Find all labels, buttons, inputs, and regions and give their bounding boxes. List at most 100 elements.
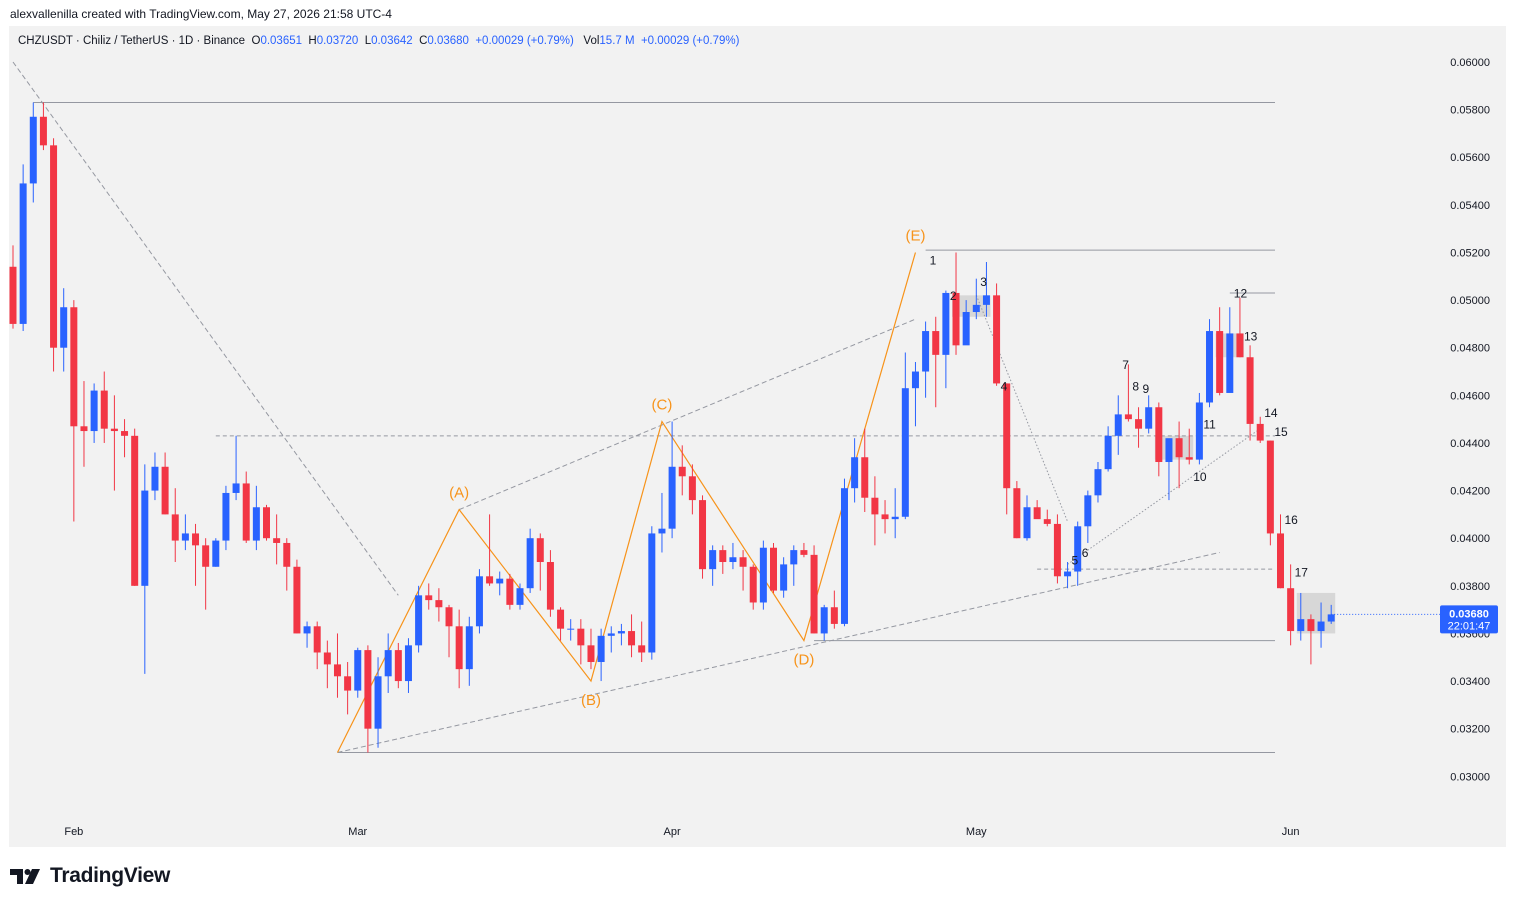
candle-body[interactable] xyxy=(29,116,37,184)
wave-label[interactable]: (D) xyxy=(794,652,815,669)
wave-label[interactable]: (C) xyxy=(652,397,673,414)
candle-body[interactable] xyxy=(942,292,950,355)
candle-body[interactable] xyxy=(486,576,494,584)
candle-body[interactable] xyxy=(80,426,88,432)
candle-body[interactable] xyxy=(668,466,676,529)
count-label[interactable]: 15 xyxy=(1274,425,1288,439)
count-label[interactable]: 2 xyxy=(950,289,957,303)
candle-body[interactable] xyxy=(19,183,27,324)
candle-body[interactable] xyxy=(567,628,575,630)
candle-body[interactable] xyxy=(851,457,859,489)
candle-body[interactable] xyxy=(1084,495,1092,527)
candle-body[interactable] xyxy=(232,483,240,493)
candle-body[interactable] xyxy=(800,550,808,555)
candle-body[interactable] xyxy=(962,312,970,346)
candle-body[interactable] xyxy=(1145,407,1153,429)
candle-body[interactable] xyxy=(1043,519,1051,524)
candle-body[interactable] xyxy=(141,490,149,586)
candle-body[interactable] xyxy=(770,547,777,591)
symbol-title[interactable]: CHZUSDT · Chiliz / TetherUS · 1D · Binan… xyxy=(18,35,246,47)
candle-body[interactable] xyxy=(121,431,129,436)
candle-body[interactable] xyxy=(607,633,615,636)
candle-body[interactable] xyxy=(709,550,717,570)
candle-body[interactable] xyxy=(871,497,879,515)
count-label[interactable]: 1 xyxy=(930,253,937,267)
candle-body[interactable] xyxy=(790,550,798,565)
candle-body[interactable] xyxy=(212,540,220,567)
candle-body[interactable] xyxy=(323,652,331,665)
candle-body[interactable] xyxy=(688,476,696,501)
candle-body[interactable] xyxy=(587,645,595,663)
candle-body[interactable] xyxy=(617,631,625,634)
candle-body[interactable] xyxy=(901,388,909,517)
candle-body[interactable] xyxy=(475,576,483,627)
candle-body[interactable] xyxy=(465,626,473,670)
last-price-tag[interactable] xyxy=(1440,605,1498,634)
candle-body[interactable] xyxy=(192,533,200,546)
candle-body[interactable] xyxy=(516,588,524,605)
count-label[interactable]: 3 xyxy=(980,275,987,289)
candle-body[interactable] xyxy=(100,390,108,429)
count-label[interactable]: 12 xyxy=(1234,287,1248,301)
candle-body[interactable] xyxy=(982,295,990,305)
candle-body[interactable] xyxy=(1023,507,1031,539)
chart-pane[interactable] xyxy=(9,26,1506,847)
candle-body[interactable] xyxy=(171,514,179,541)
trend-line[interactable] xyxy=(975,295,1069,522)
candle-body[interactable] xyxy=(131,435,139,586)
candle-body[interactable] xyxy=(374,676,382,729)
candle-body[interactable] xyxy=(242,483,250,541)
candle-body[interactable] xyxy=(891,516,899,520)
candle-body[interactable] xyxy=(425,595,433,601)
candle-body[interactable] xyxy=(911,371,919,389)
candle-body[interactable] xyxy=(546,562,554,610)
candle-body[interactable] xyxy=(151,466,159,491)
candle-body[interactable] xyxy=(1114,414,1122,436)
count-label[interactable]: 4 xyxy=(1001,380,1008,394)
candle-body[interactable] xyxy=(1135,419,1143,429)
count-label[interactable]: 16 xyxy=(1285,513,1299,527)
count-label[interactable]: 5 xyxy=(1072,553,1079,567)
trend-line[interactable] xyxy=(337,551,1220,753)
candle-body[interactable] xyxy=(364,650,372,729)
candle-body[interactable] xyxy=(932,331,940,355)
candle-body[interactable] xyxy=(1003,383,1011,489)
candle-body[interactable] xyxy=(70,307,78,427)
candle-body[interactable] xyxy=(1124,414,1132,420)
candle-body[interactable] xyxy=(810,554,818,634)
candle-body[interactable] xyxy=(972,304,980,313)
wave-label[interactable]: (A) xyxy=(449,485,469,502)
candle-body[interactable] xyxy=(283,542,291,567)
candle-body[interactable] xyxy=(759,547,767,603)
candle-body[interactable] xyxy=(1327,614,1335,622)
trend-line[interactable] xyxy=(458,318,916,511)
candle-body[interactable] xyxy=(1013,488,1021,539)
candle-body[interactable] xyxy=(1297,619,1305,632)
candle-body[interactable] xyxy=(404,645,412,682)
candle-body[interactable] xyxy=(993,295,1001,384)
candle-body[interactable] xyxy=(435,600,443,608)
candle-body[interactable] xyxy=(384,650,392,677)
candle-body[interactable] xyxy=(658,528,666,534)
candle-body[interactable] xyxy=(263,507,270,539)
candle-body[interactable] xyxy=(1226,333,1234,393)
count-label[interactable]: 14 xyxy=(1264,406,1278,420)
tradingview-logo[interactable]: TradingView xyxy=(10,864,170,888)
candle-body[interactable] xyxy=(202,545,210,567)
candle-body[interactable] xyxy=(861,457,869,498)
count-label[interactable]: 6 xyxy=(1082,546,1089,560)
candle-body[interactable] xyxy=(557,609,565,629)
candle-body[interactable] xyxy=(1074,526,1082,572)
candle-body[interactable] xyxy=(1053,523,1061,577)
candle-body[interactable] xyxy=(1256,423,1264,441)
candle-body[interactable] xyxy=(354,650,362,691)
candle-body[interactable] xyxy=(273,538,281,543)
candle-body[interactable] xyxy=(820,607,828,634)
candle-body[interactable] xyxy=(1195,402,1203,460)
candle-body[interactable] xyxy=(1064,571,1072,577)
candle-body[interactable] xyxy=(333,664,341,677)
candle-body[interactable] xyxy=(394,650,402,682)
candle-body[interactable] xyxy=(922,331,930,372)
candle-body[interactable] xyxy=(678,466,686,477)
candle-body[interactable] xyxy=(952,292,960,346)
